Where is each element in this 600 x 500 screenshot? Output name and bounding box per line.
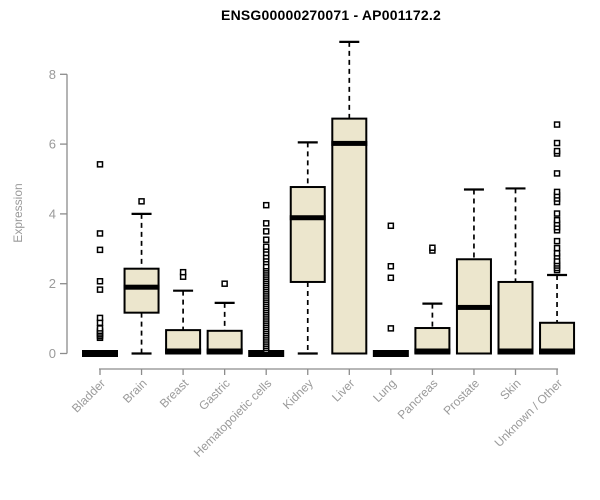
median-line <box>206 348 243 354</box>
outlier-point <box>553 121 561 128</box>
outlier-point <box>553 210 561 217</box>
outlier-point <box>96 325 104 332</box>
outlier-point <box>553 237 561 245</box>
x-category-label-pancreas: Pancreas <box>395 376 441 422</box>
x-category-label-kidney: Kidney <box>280 376 316 412</box>
x-category-label-prostate: Prostate <box>441 376 483 418</box>
outlier-point <box>553 188 561 196</box>
boxplot-brain <box>123 198 160 355</box>
outlier-point <box>553 250 561 257</box>
outlier-point <box>429 244 436 252</box>
outlier-point <box>387 325 395 332</box>
y-tick-label: 6 <box>49 137 56 152</box>
y-tick-label: 2 <box>49 276 56 291</box>
y-tick-label: 8 <box>49 67 56 82</box>
outlier-point <box>96 278 104 285</box>
boxplot-pancreas <box>414 244 451 355</box>
boxplot-unknown-other <box>539 121 576 355</box>
outlier-point <box>96 246 104 254</box>
outlier-point <box>96 314 104 322</box>
outlier-point <box>179 268 187 276</box>
iqr-box <box>123 267 160 314</box>
outlier-point <box>96 286 104 293</box>
boxplot-liver <box>331 40 368 355</box>
y-tick-label: 4 <box>49 206 56 221</box>
median-line <box>289 215 326 221</box>
outlier-point <box>387 222 395 230</box>
x-category-label-hematopoietic-cells: Hematopoietic cells <box>191 376 274 459</box>
boxplot-kidney <box>289 141 326 355</box>
outlier-point <box>553 147 561 155</box>
boxplot-breast <box>165 268 202 355</box>
x-category-label-gastric: Gastric <box>196 376 233 413</box>
median-line <box>331 140 368 146</box>
x-category-label-bladder: Bladder <box>69 376 108 415</box>
x-category-label-lung: Lung <box>370 376 399 405</box>
collapsed-box <box>82 350 118 357</box>
collapsed-box <box>372 350 409 357</box>
outlier-point <box>96 161 104 168</box>
outlier-point <box>262 220 270 227</box>
boxplot-prostate <box>455 188 492 355</box>
iqr-box <box>331 117 368 355</box>
boxplot-lung <box>372 222 409 357</box>
x-category-label-liver: Liver <box>329 376 357 404</box>
outlier-point <box>262 243 270 250</box>
collapsed-box <box>248 350 285 357</box>
outlier-point <box>553 216 561 224</box>
median-line <box>497 348 534 354</box>
x-category-label-brain: Brain <box>120 376 150 406</box>
outlier-point <box>96 230 104 237</box>
median-line <box>539 348 576 354</box>
outlier-point <box>221 280 228 287</box>
outlier-point <box>553 139 561 147</box>
outlier-point <box>553 170 561 177</box>
outlier-point <box>387 263 395 270</box>
outlier-point <box>387 274 395 282</box>
boxplot-bladder <box>82 161 118 357</box>
iqr-box <box>289 186 326 283</box>
x-category-label-skin: Skin <box>497 376 523 402</box>
outlier-point <box>262 228 270 235</box>
boxplot-hematopoietic-cells <box>248 201 285 357</box>
outlier-point <box>262 236 270 243</box>
iqr-box <box>497 280 534 355</box>
median-line <box>165 348 202 354</box>
median-line <box>123 284 160 290</box>
outlier-point <box>138 198 145 205</box>
chart-title: ENSG00000270071 - AP001172.2 <box>221 7 441 23</box>
x-category-label-breast: Breast <box>157 376 192 411</box>
median-line <box>414 348 451 354</box>
outlier-point <box>553 244 561 252</box>
outlier-point <box>262 201 270 209</box>
boxplot-gastric <box>206 280 243 355</box>
y-tick-label: 0 <box>49 346 56 361</box>
boxplot-skin <box>497 187 534 355</box>
median-line <box>455 304 492 310</box>
